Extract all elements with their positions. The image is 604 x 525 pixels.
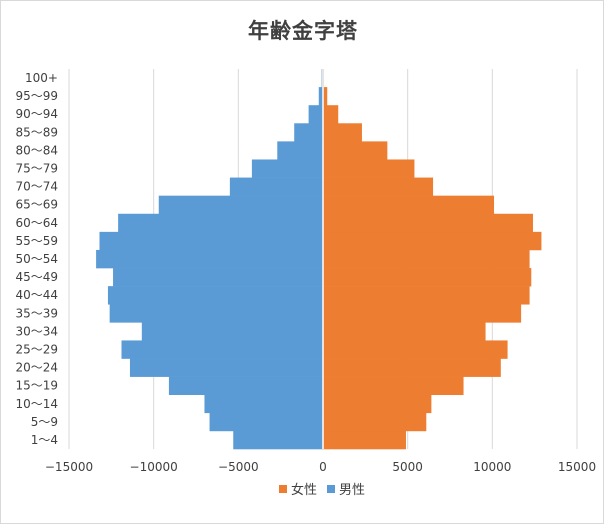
x-tick-label: 5000 <box>392 460 423 474</box>
bar-male-2 <box>204 394 323 414</box>
bar-female-9 <box>323 268 532 287</box>
bar-female-2 <box>323 394 432 414</box>
y-tick-label: 15～19 <box>15 379 58 393</box>
bar-female-4 <box>323 358 501 377</box>
y-tick-label: 1～4 <box>31 433 58 447</box>
bar-male-9 <box>113 268 323 287</box>
bar-female-13 <box>323 195 495 215</box>
x-tick-label: −15000 <box>45 460 93 474</box>
bar-male-1 <box>209 412 323 432</box>
legend-swatch-male <box>327 485 335 493</box>
bar-female-3 <box>323 376 464 396</box>
y-tick-label: 40～44 <box>15 288 58 302</box>
legend-swatch-female <box>279 485 287 493</box>
bar-male-14 <box>229 177 323 196</box>
y-tick-label: 35～39 <box>15 306 58 320</box>
bar-female-1 <box>323 412 427 432</box>
bar-female-19 <box>323 87 328 106</box>
bar-female-17 <box>323 123 362 142</box>
bar-male-5 <box>121 340 323 359</box>
y-tick-label: 20～24 <box>15 361 58 375</box>
bar-male-18 <box>308 105 323 124</box>
bar-male-13 <box>158 195 323 215</box>
bar-male-7 <box>109 304 323 323</box>
bar-male-6 <box>141 322 323 341</box>
chart-title: 年齢金字塔 <box>248 18 358 43</box>
bar-male-4 <box>129 358 323 377</box>
bar-female-10 <box>323 249 530 269</box>
bar-male-16 <box>277 141 323 160</box>
y-tick-label: 55～59 <box>15 234 58 248</box>
bar-female-18 <box>323 105 339 124</box>
bar-male-12 <box>118 213 324 233</box>
y-tick-label: 25～29 <box>15 342 58 356</box>
bar-male-17 <box>294 123 323 142</box>
bar-female-14 <box>323 177 434 196</box>
y-tick-label: 10～14 <box>15 397 58 411</box>
bar-male-8 <box>107 286 324 305</box>
bar-female-0 <box>323 430 406 450</box>
legend-label-male: 男性 <box>339 483 365 498</box>
bar-female-15 <box>323 159 415 178</box>
y-tick-label: 95～99 <box>15 89 58 103</box>
x-tick-label: −5000 <box>218 460 259 474</box>
bar-male-15 <box>251 159 323 178</box>
y-tick-label: 45～49 <box>15 270 58 284</box>
bar-female-8 <box>323 286 530 305</box>
legend-label-female: 女性 <box>291 482 317 498</box>
y-tick-label: 70～74 <box>15 180 58 194</box>
bar-male-3 <box>168 376 323 396</box>
y-tick-label: 30～34 <box>15 324 58 338</box>
y-tick-label: 80～84 <box>15 143 58 157</box>
y-tick-label: 50～54 <box>15 252 58 266</box>
bar-male-19 <box>318 87 323 106</box>
bar-female-6 <box>323 322 486 341</box>
bar-male-0 <box>233 430 323 450</box>
bar-female-5 <box>323 340 508 359</box>
bar-female-16 <box>323 141 388 160</box>
x-tick-label: −10000 <box>130 460 178 474</box>
x-tick-label: 0 <box>319 460 327 474</box>
x-tick-label: 10000 <box>473 460 511 474</box>
y-tick-label: 90～94 <box>15 107 58 121</box>
bar-female-7 <box>323 304 522 323</box>
y-tick-label: 5～9 <box>31 415 58 429</box>
y-tick-label: 85～89 <box>15 125 58 139</box>
y-tick-label: 75～79 <box>15 162 58 176</box>
bar-female-11 <box>323 231 542 251</box>
y-tick-label: 100+ <box>25 71 58 85</box>
y-tick-label: 65～69 <box>15 198 58 212</box>
bar-male-10 <box>96 249 324 269</box>
bar-female-12 <box>323 213 533 233</box>
x-tick-label: 15000 <box>558 460 596 474</box>
y-tick-label: 60～64 <box>15 216 58 230</box>
bar-male-11 <box>99 231 323 251</box>
